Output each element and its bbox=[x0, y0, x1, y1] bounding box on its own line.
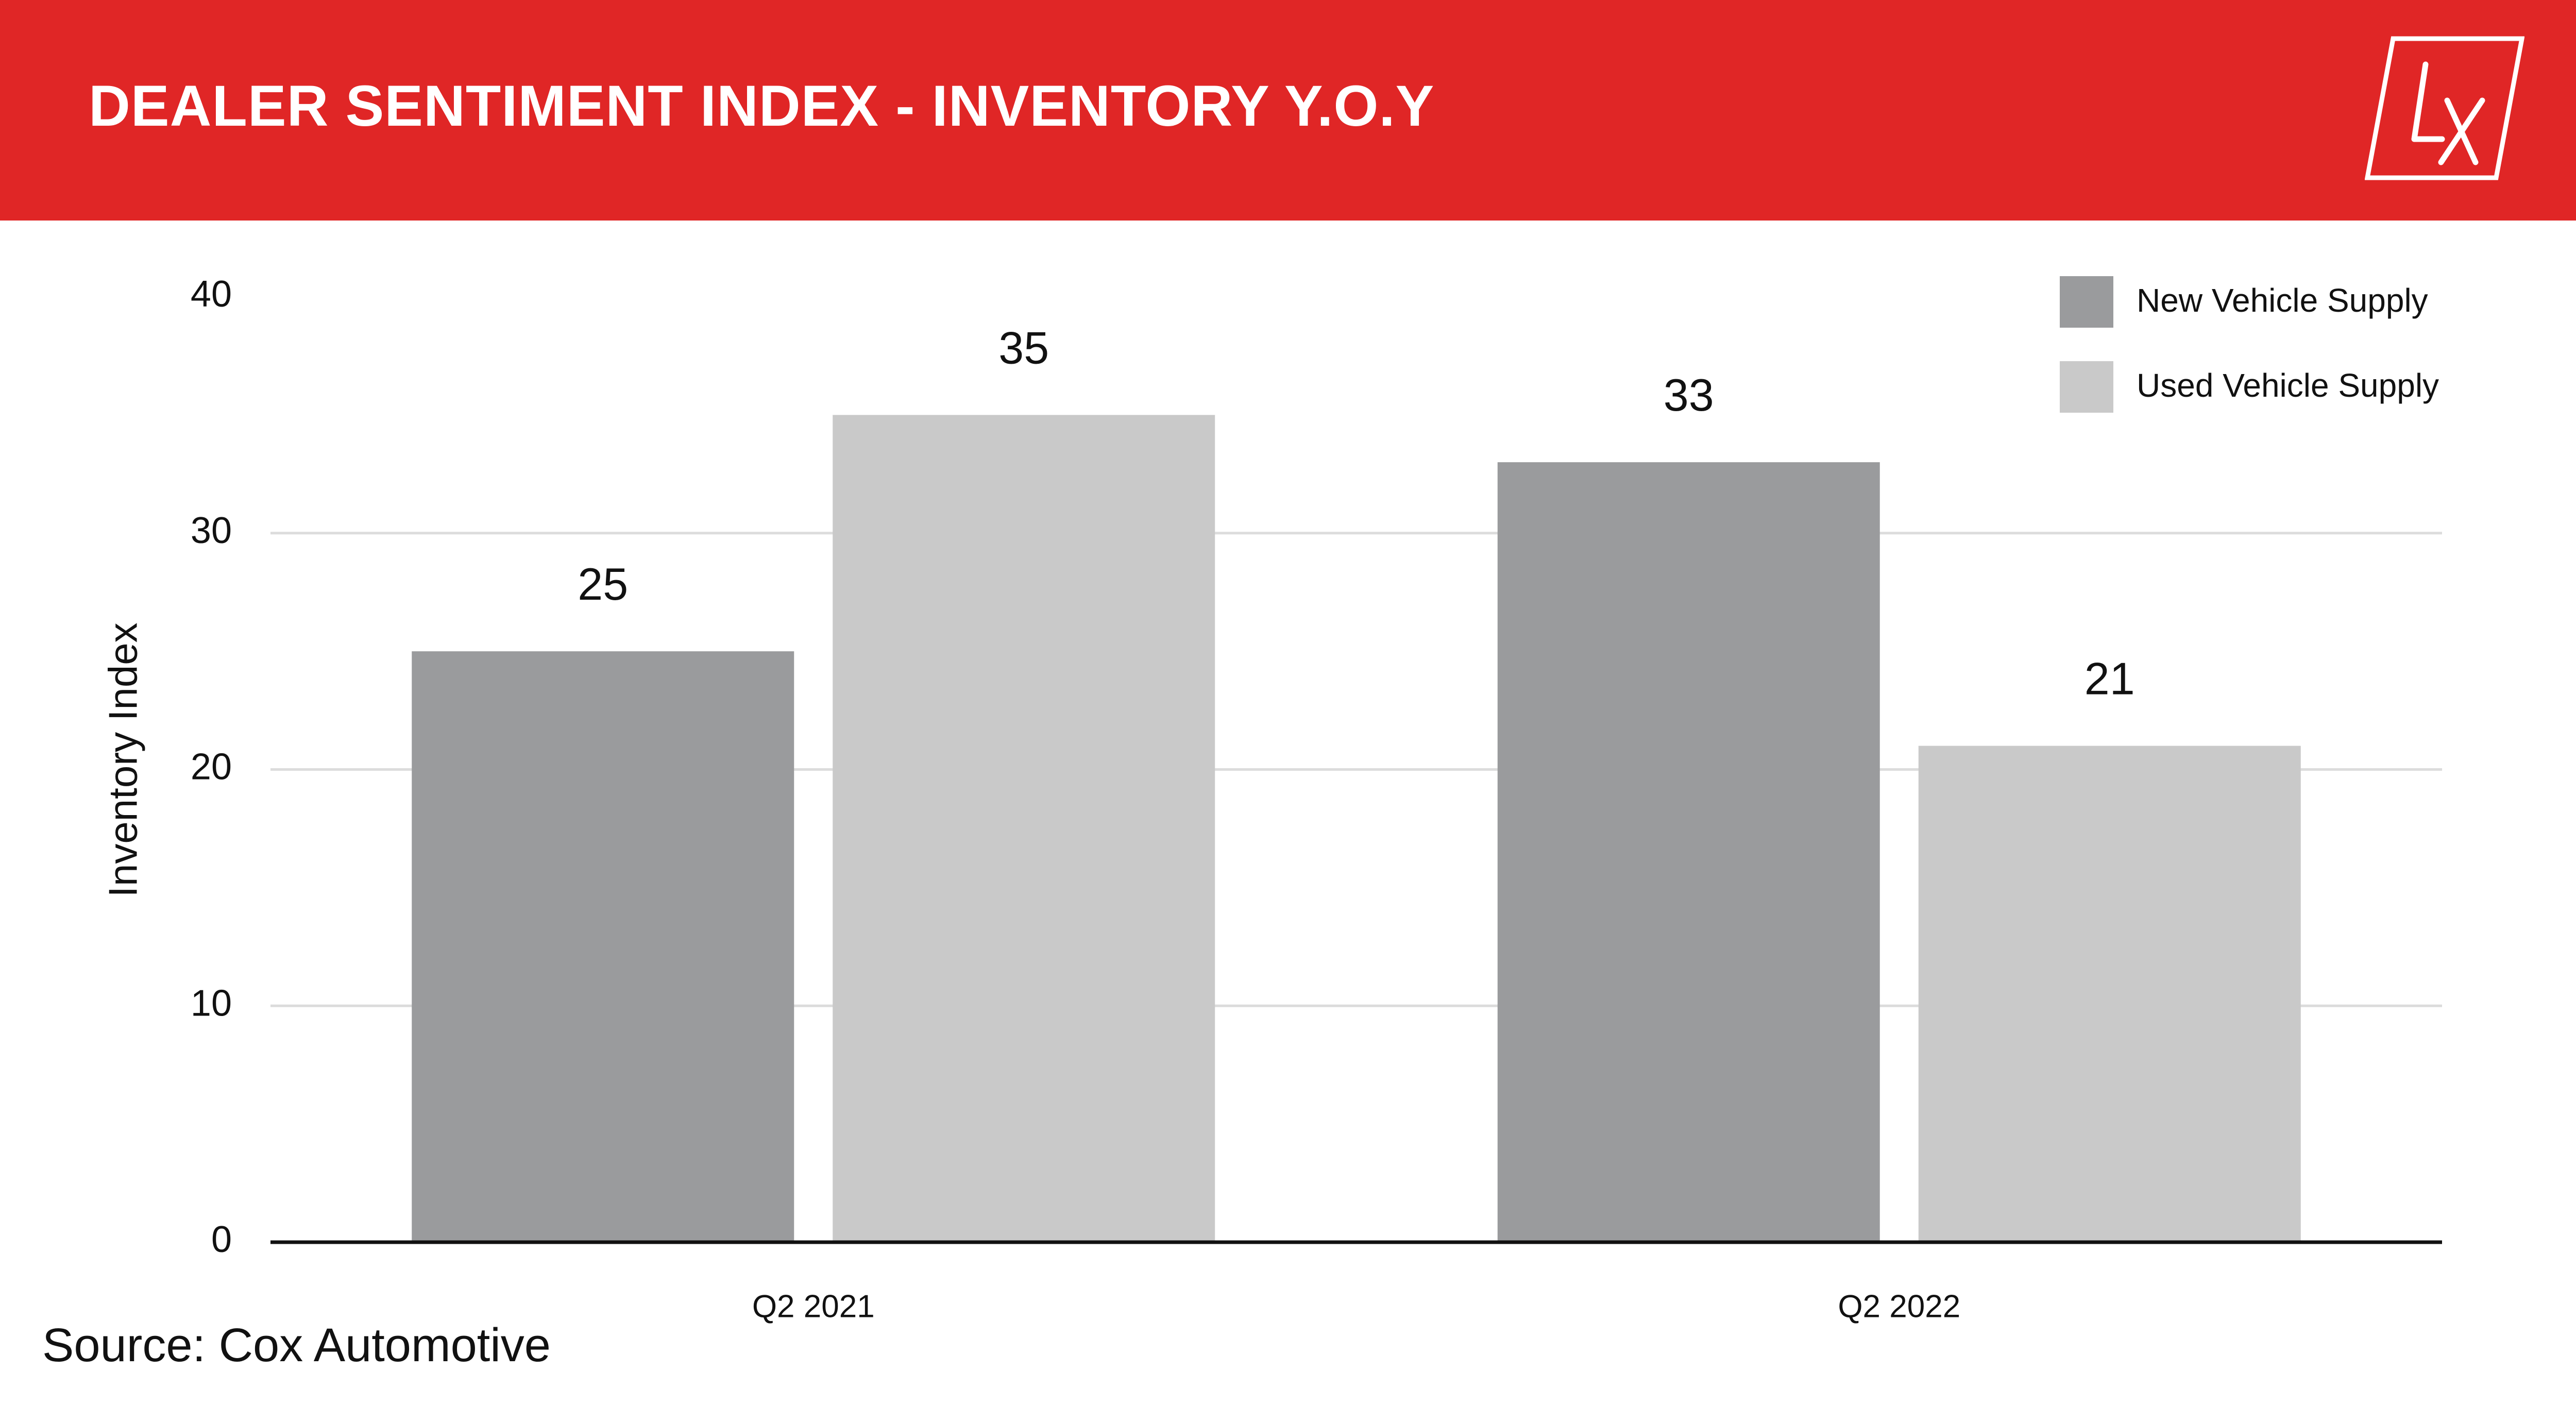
y-axis-label: Inventory Index bbox=[100, 622, 146, 897]
x-axis-ticks: Q2 2021 Q2 2022 bbox=[270, 1240, 2442, 1324]
x-tick-label: Q2 2022 bbox=[1838, 1289, 1960, 1324]
bar-value-label: 35 bbox=[998, 322, 1049, 373]
legend-label: Used Vehicle Supply bbox=[2137, 367, 2439, 404]
legend-label: New Vehicle Supply bbox=[2137, 282, 2428, 319]
bar-chart: 0 10 20 30 40 25 35 33 21 Q2 2021 Q2 2022 New Ve… bbox=[100, 274, 2442, 1324]
y-tick-label: 10 bbox=[191, 983, 232, 1024]
bar-value-label: 33 bbox=[1664, 369, 1714, 420]
bar-value-label: 25 bbox=[578, 558, 628, 610]
legend: New Vehicle Supply Used Vehicle Supply bbox=[2060, 276, 2439, 413]
header-bar: DEALER SENTIMENT INDEX - INVENTORY Y.O.Y bbox=[0, 0, 2576, 221]
y-tick-label: 20 bbox=[191, 747, 232, 788]
bar bbox=[412, 651, 794, 1242]
y-axis-ticks: 0 10 20 30 40 bbox=[191, 274, 232, 1260]
y-tick-label: 0 bbox=[211, 1219, 232, 1260]
x-tick-label: Q2 2021 bbox=[752, 1289, 875, 1324]
bars bbox=[412, 415, 2301, 1242]
lx-logo bbox=[2365, 36, 2524, 180]
chart-title: DEALER SENTIMENT INDEX - INVENTORY Y.O.Y bbox=[89, 74, 1435, 138]
legend-swatch bbox=[2060, 276, 2113, 328]
bar-value-label: 21 bbox=[2084, 653, 2135, 704]
data-labels: 25 35 33 21 bbox=[578, 322, 2134, 704]
y-tick-label: 30 bbox=[191, 510, 232, 551]
bar bbox=[1497, 462, 1880, 1242]
legend-swatch bbox=[2060, 361, 2113, 413]
bar bbox=[833, 415, 1215, 1242]
y-tick-label: 40 bbox=[191, 274, 232, 315]
bar bbox=[1918, 746, 2301, 1242]
source-note: Source: Cox Automotive bbox=[42, 1319, 551, 1372]
